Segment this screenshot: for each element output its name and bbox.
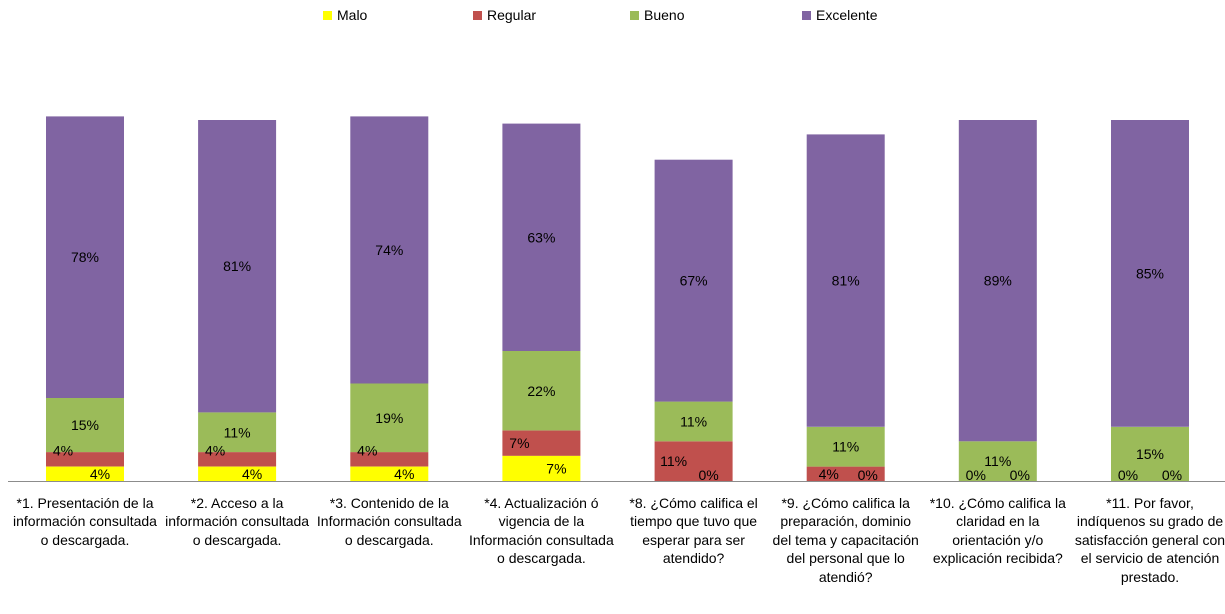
- bar-regular-3: [350, 452, 429, 467]
- data-label-excelente-2: 81%: [223, 258, 251, 274]
- bar-excelente-4: [502, 123, 581, 351]
- data-label-bueno-2: 11%: [224, 424, 251, 440]
- bar-malo-3: [350, 466, 429, 481]
- data-label-malo-6: 0%: [858, 467, 878, 483]
- data-label-bueno-4: 22%: [527, 383, 555, 399]
- data-label-bueno-1: 15%: [71, 417, 99, 433]
- data-label-regular-7: 0%: [966, 467, 986, 483]
- legend-label: Malo: [337, 7, 368, 23]
- data-label-excelente-8: 85%: [1136, 265, 1164, 281]
- bar-regular-4: [502, 430, 581, 456]
- bar-excelente-6: [806, 134, 885, 427]
- data-label-malo-5: 0%: [698, 467, 718, 483]
- data-label-regular-5: 11%: [660, 453, 687, 469]
- legend-item-excelente: Excelente: [802, 7, 877, 23]
- bar-excelente-8: [1111, 120, 1189, 427]
- data-label-regular-6: 4%: [819, 466, 839, 482]
- data-label-regular-2: 4%: [205, 442, 225, 458]
- legend: Malo Regular Bueno Excelente: [0, 7, 1225, 29]
- legend-swatch: [802, 10, 811, 20]
- legend-swatch: [473, 10, 482, 20]
- data-label-excelente-7: 89%: [984, 273, 1012, 289]
- data-label-excelente-5: 67%: [680, 273, 708, 289]
- bar-regular-5: [654, 441, 733, 481]
- category-label-5: *8. ¿Cómo califica el tiempo que tuvo qu…: [629, 495, 758, 567]
- data-label-malo-1: 4%: [90, 466, 110, 482]
- legend-swatch: [323, 10, 332, 20]
- legend-item-regular: Regular: [473, 7, 536, 23]
- category-label-4: *4. Actualización ó vigencia de la Infor…: [469, 495, 614, 567]
- bar-regular-6: [806, 466, 885, 481]
- bar-regular-1: [46, 452, 124, 467]
- data-label-bueno-3: 19%: [375, 410, 403, 426]
- data-label-excelente-6: 81%: [832, 273, 860, 289]
- data-label-malo-2: 4%: [242, 466, 262, 482]
- data-label-excelente-4: 63%: [527, 229, 555, 245]
- bar-bueno-4: [502, 351, 581, 431]
- bar-bueno-2: [198, 412, 277, 453]
- data-label-malo-7: 0%: [1010, 467, 1030, 483]
- legend-label: Regular: [487, 7, 537, 23]
- category-label-8: *11. Por favor, indíquenos su grado de s…: [1074, 495, 1225, 585]
- bar-regular-2: [198, 452, 277, 467]
- category-label-2: *2. Acceso a la información consultada o…: [165, 495, 310, 548]
- bar-excelente-7: [958, 120, 1037, 442]
- legend-label: Bueno: [644, 7, 685, 23]
- bar-excelente-5: [654, 159, 733, 402]
- bar-excelente-3: [350, 116, 429, 384]
- category-label-7: *10. ¿Cómo califica la claridad en la or…: [929, 495, 1066, 567]
- data-label-bueno-6: 11%: [832, 439, 859, 455]
- legend-swatch: [630, 10, 639, 20]
- legend-label: Excelente: [816, 7, 878, 23]
- data-label-malo-3: 4%: [394, 466, 414, 482]
- category-label-6: *9. ¿Cómo califica la preparación, domin…: [772, 495, 919, 585]
- bar-excelente-1: [46, 116, 124, 399]
- legend-item-malo: Malo: [323, 7, 367, 23]
- category-label-3: *3. Contenido de la Información consulta…: [316, 495, 462, 548]
- bar-malo-4: [502, 455, 581, 481]
- bar-bueno-8: [1111, 426, 1189, 481]
- legend-item-bueno: Bueno: [630, 7, 684, 23]
- bar-bueno-1: [46, 398, 124, 453]
- bar-malo-2: [198, 466, 277, 481]
- data-label-malo-8: 0%: [1162, 467, 1182, 483]
- data-label-bueno-7: 11%: [984, 453, 1011, 469]
- bar-bueno-7: [958, 441, 1037, 481]
- data-label-bueno-5: 11%: [680, 413, 707, 429]
- data-label-regular-8: 0%: [1118, 467, 1138, 483]
- data-label-regular-4: 7%: [509, 435, 529, 451]
- data-label-regular-3: 4%: [357, 442, 377, 458]
- data-label-regular-1: 4%: [53, 442, 73, 458]
- bar-malo-1: [46, 466, 124, 481]
- bar-excelente-2: [198, 120, 277, 413]
- data-label-bueno-8: 15%: [1136, 446, 1164, 462]
- data-label-excelente-1: 78%: [71, 249, 99, 265]
- category-label-1: *1. Presentación de la información consu…: [13, 495, 157, 548]
- bar-bueno-3: [350, 383, 429, 453]
- data-label-malo-4: 7%: [546, 460, 566, 476]
- bar-bueno-5: [654, 401, 733, 442]
- data-label-excelente-3: 74%: [375, 242, 403, 258]
- bar-bueno-6: [806, 426, 885, 467]
